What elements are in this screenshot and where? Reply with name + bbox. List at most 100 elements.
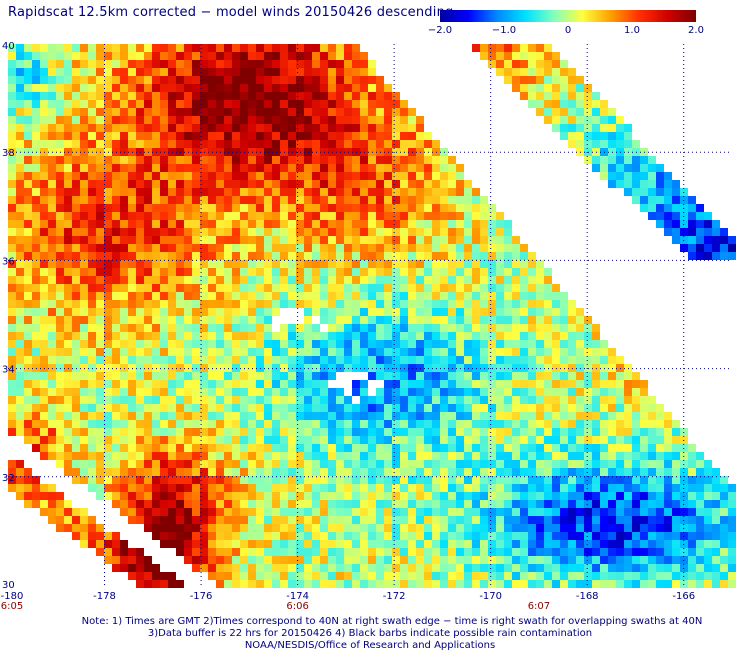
heatmap-cell [96, 388, 104, 396]
heatmap-cell [464, 540, 472, 548]
heatmap-cell [720, 476, 728, 484]
heatmap-cell [504, 516, 512, 524]
heatmap-cell [176, 404, 184, 412]
heatmap-cell [96, 532, 104, 540]
heatmap-cell [488, 372, 496, 380]
heatmap-cell [8, 180, 16, 188]
heatmap-cell [280, 348, 288, 356]
heatmap-cell [176, 436, 184, 444]
heatmap-cell [552, 308, 560, 316]
heatmap-cell [224, 132, 232, 140]
heatmap-cell [632, 428, 640, 436]
heatmap-cell [296, 204, 304, 212]
heatmap-cell [64, 228, 72, 236]
heatmap-cell [384, 132, 392, 140]
heatmap-cell [216, 68, 224, 76]
heatmap-cell [96, 228, 104, 236]
heatmap-cell [304, 124, 312, 132]
heatmap-cell [448, 276, 456, 284]
heatmap-cell [608, 556, 616, 564]
heatmap-cell [632, 436, 640, 444]
heatmap-cell [184, 220, 192, 228]
heatmap-cell [304, 428, 312, 436]
heatmap-cell [720, 548, 728, 556]
heatmap-cell [264, 92, 272, 100]
heatmap-cell [128, 428, 136, 436]
heatmap-cell [240, 164, 248, 172]
heatmap-cell [152, 68, 160, 76]
heatmap-cell [408, 388, 416, 396]
heatmap-cell [16, 244, 24, 252]
heatmap-cell [432, 516, 440, 524]
heatmap-cell [464, 228, 472, 236]
heatmap-cell [328, 244, 336, 252]
heatmap-cell [328, 540, 336, 548]
heatmap-cell [616, 468, 624, 476]
heatmap-cell [48, 236, 56, 244]
heatmap-cell [320, 84, 328, 92]
heatmap-cell [40, 156, 48, 164]
heatmap-cell [160, 76, 168, 84]
heatmap-cell [312, 468, 320, 476]
heatmap-cell [376, 108, 384, 116]
heatmap-cell [216, 468, 224, 476]
heatmap-cell [168, 324, 176, 332]
heatmap-cell [120, 492, 128, 500]
heatmap-cell [40, 500, 48, 508]
heatmap-cell [272, 156, 280, 164]
heatmap-cell [376, 492, 384, 500]
heatmap-cell [448, 380, 456, 388]
heatmap-cell [520, 572, 528, 580]
heatmap-cell [632, 556, 640, 564]
heatmap-cell [576, 124, 584, 132]
heatmap-cell [248, 356, 256, 364]
heatmap-cell [416, 540, 424, 548]
heatmap-cell [64, 52, 72, 60]
heatmap-cell [640, 196, 648, 204]
heatmap-cell [528, 444, 536, 452]
heatmap-cell [280, 356, 288, 364]
heatmap-cell [432, 324, 440, 332]
heatmap-cell [400, 396, 408, 404]
heatmap-cell [632, 548, 640, 556]
heatmap-cell [640, 540, 648, 548]
heatmap-cell [296, 156, 304, 164]
heatmap-cell [40, 508, 48, 516]
heatmap-cell [96, 356, 104, 364]
heatmap-cell [32, 172, 40, 180]
heatmap-cell [168, 348, 176, 356]
heatmap-cell [656, 476, 664, 484]
heatmap-cell [208, 420, 216, 428]
heatmap-cell [120, 540, 128, 548]
heatmap-cell [256, 468, 264, 476]
heatmap-cell [192, 132, 200, 140]
heatmap-cell [608, 348, 616, 356]
heatmap-cell [192, 76, 200, 84]
heatmap-cell [208, 348, 216, 356]
heatmap-cell [72, 404, 80, 412]
heatmap-cell [120, 564, 128, 572]
heatmap-cell [432, 476, 440, 484]
heatmap-cell [296, 52, 304, 60]
heatmap-cell [480, 44, 488, 52]
heatmap-cell [696, 572, 704, 580]
heatmap-cell [8, 484, 16, 492]
heatmap-cell [32, 196, 40, 204]
heatmap-cell [552, 436, 560, 444]
heatmap-cell [360, 92, 368, 100]
heatmap-cell [88, 68, 96, 76]
heatmap-cell [472, 340, 480, 348]
x-tick-label: -172 [383, 591, 406, 602]
heatmap-cell [368, 164, 376, 172]
heatmap-cell [368, 484, 376, 492]
heatmap-cell [536, 492, 544, 500]
heatmap-cell [376, 556, 384, 564]
heatmap-cell [256, 108, 264, 116]
heatmap-cell [280, 436, 288, 444]
heatmap-cell [504, 372, 512, 380]
heatmap-cell [256, 492, 264, 500]
heatmap-cell [480, 532, 488, 540]
heatmap-cell [552, 348, 560, 356]
heatmap-cell [272, 580, 280, 588]
heatmap-cell [80, 44, 88, 52]
